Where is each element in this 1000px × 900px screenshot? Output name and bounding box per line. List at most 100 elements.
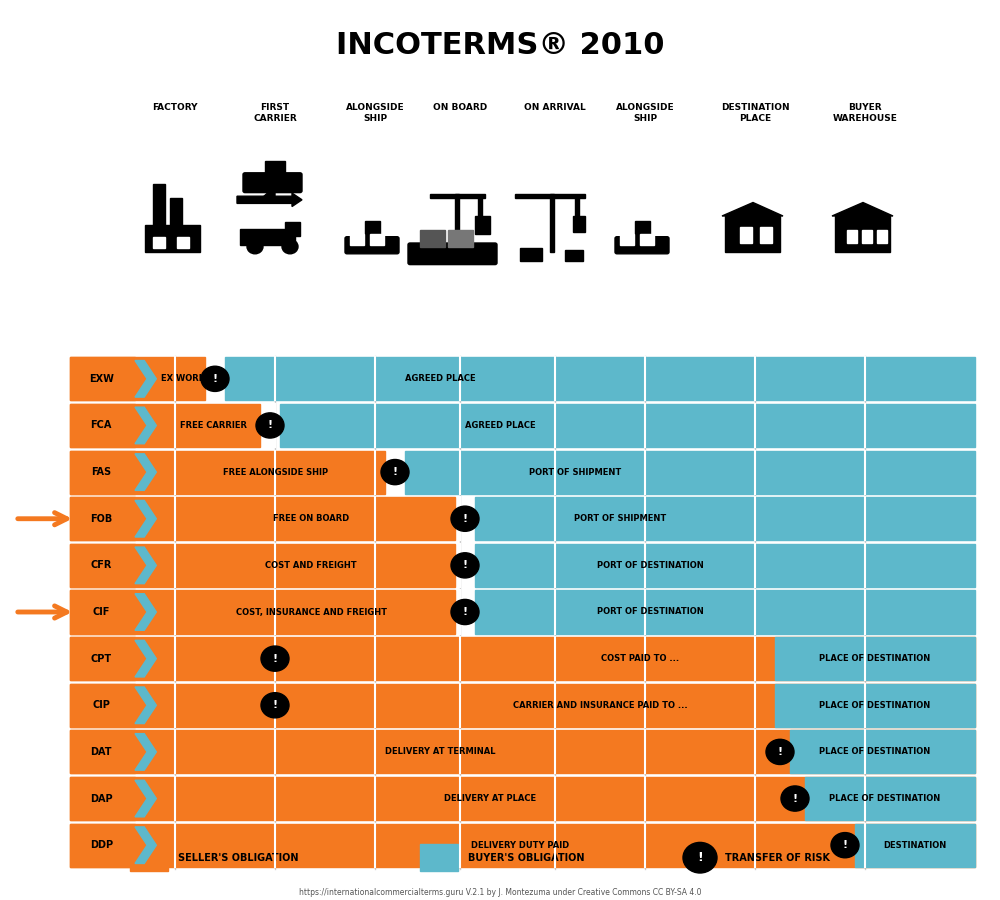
Bar	[877, 230, 887, 243]
Text: !: !	[462, 561, 468, 571]
Text: !: !	[272, 653, 278, 663]
Bar	[448, 230, 473, 247]
Circle shape	[282, 239, 298, 254]
Bar	[70, 731, 975, 773]
Text: TRANSFER OF RISK: TRANSFER OF RISK	[725, 852, 830, 863]
Circle shape	[261, 693, 289, 718]
Bar	[835, 216, 890, 252]
Polygon shape	[135, 687, 156, 724]
Text: DAT: DAT	[90, 747, 112, 757]
FancyBboxPatch shape	[408, 243, 497, 265]
Text: ON ARRIVAL: ON ARRIVAL	[524, 104, 586, 112]
Text: https://internationalcommercialterms.guru V.2.1 by J. Montezuma under Creative C: https://internationalcommercialterms.gur…	[299, 888, 701, 897]
Bar	[70, 824, 975, 867]
Bar	[620, 234, 634, 245]
Text: COST PAID TO ...: COST PAID TO ...	[601, 654, 679, 663]
Bar	[70, 497, 135, 540]
FancyBboxPatch shape	[345, 237, 399, 254]
Text: !: !	[267, 420, 273, 430]
Bar	[70, 684, 975, 727]
Bar	[640, 234, 654, 245]
Text: CPT: CPT	[91, 653, 112, 663]
FancyBboxPatch shape	[243, 173, 302, 193]
Text: DESTINATION
PLACE: DESTINATION PLACE	[721, 104, 789, 123]
Text: !: !	[462, 607, 468, 617]
Text: FAS: FAS	[91, 467, 111, 477]
Text: CFR: CFR	[91, 561, 112, 571]
Text: PORT OF SHIPMENT: PORT OF SHIPMENT	[529, 468, 621, 477]
Bar	[70, 824, 135, 867]
Text: COST AND FREIGHT: COST AND FREIGHT	[265, 561, 357, 570]
Bar	[70, 777, 975, 820]
Text: !: !	[212, 374, 218, 383]
Text: DAP: DAP	[90, 794, 113, 804]
Bar	[475, 216, 490, 234]
Text: SELLER'S OBLIGATION: SELLER'S OBLIGATION	[178, 852, 298, 863]
Bar	[475, 497, 975, 540]
Text: !: !	[842, 841, 848, 850]
Text: !: !	[792, 794, 798, 804]
Circle shape	[683, 842, 717, 873]
Polygon shape	[135, 594, 156, 630]
Text: ALONGSIDE
SHIP: ALONGSIDE SHIP	[616, 104, 674, 123]
Bar	[862, 230, 872, 243]
Text: ON BOARD: ON BOARD	[433, 104, 487, 112]
Text: FOB: FOB	[90, 514, 112, 524]
Bar	[280, 404, 975, 447]
Bar	[855, 824, 975, 867]
Bar	[225, 357, 975, 400]
Circle shape	[451, 599, 479, 625]
Polygon shape	[260, 186, 275, 200]
Bar	[70, 404, 260, 447]
Text: FREE CARRIER: FREE CARRIER	[180, 421, 247, 430]
Polygon shape	[135, 780, 156, 817]
Text: BUYER
WAREHOUSE: BUYER WAREHOUSE	[833, 104, 897, 123]
Bar	[478, 196, 482, 216]
Bar	[565, 250, 583, 261]
Text: DDP: DDP	[90, 841, 113, 850]
Text: !: !	[272, 700, 278, 710]
Bar	[725, 216, 780, 252]
Text: PORT OF DESTINATION: PORT OF DESTINATION	[597, 608, 703, 616]
Polygon shape	[722, 202, 783, 216]
Polygon shape	[135, 500, 156, 537]
Bar	[70, 684, 135, 727]
Bar	[70, 637, 135, 680]
Bar	[70, 357, 205, 400]
Polygon shape	[832, 202, 893, 216]
Text: CIF: CIF	[93, 607, 110, 617]
Bar	[350, 234, 364, 245]
Bar	[70, 357, 135, 400]
Polygon shape	[135, 407, 156, 444]
Bar	[740, 227, 752, 243]
Bar	[70, 590, 455, 634]
Text: PLACE OF DESTINATION: PLACE OF DESTINATION	[829, 794, 941, 803]
Bar	[475, 544, 975, 587]
Circle shape	[451, 553, 479, 578]
Circle shape	[261, 646, 289, 671]
Polygon shape	[135, 827, 156, 863]
Bar	[420, 230, 445, 247]
Text: DELIVERY DUTY PAID: DELIVERY DUTY PAID	[471, 841, 569, 850]
Circle shape	[781, 786, 809, 811]
Circle shape	[247, 239, 263, 254]
Bar	[760, 227, 772, 243]
Bar	[70, 451, 385, 493]
Bar	[70, 590, 135, 634]
Text: !: !	[697, 851, 703, 864]
Text: CARRIER AND INSURANCE PAID TO ...: CARRIER AND INSURANCE PAID TO ...	[513, 701, 687, 710]
Circle shape	[766, 739, 794, 764]
Bar	[70, 637, 975, 680]
Bar	[573, 216, 585, 232]
Bar	[455, 194, 459, 252]
Circle shape	[831, 832, 859, 858]
Text: AGREED PLACE: AGREED PLACE	[465, 421, 535, 430]
Text: FIRST
CARRIER: FIRST CARRIER	[253, 104, 297, 123]
Text: PORT OF DESTINATION: PORT OF DESTINATION	[597, 561, 703, 570]
Text: PLACE OF DESTINATION: PLACE OF DESTINATION	[819, 701, 931, 710]
Text: FREE ON BOARD: FREE ON BOARD	[273, 514, 349, 523]
Polygon shape	[135, 361, 156, 397]
Text: FCA: FCA	[91, 420, 112, 430]
Bar	[520, 248, 542, 261]
Bar	[847, 230, 857, 243]
